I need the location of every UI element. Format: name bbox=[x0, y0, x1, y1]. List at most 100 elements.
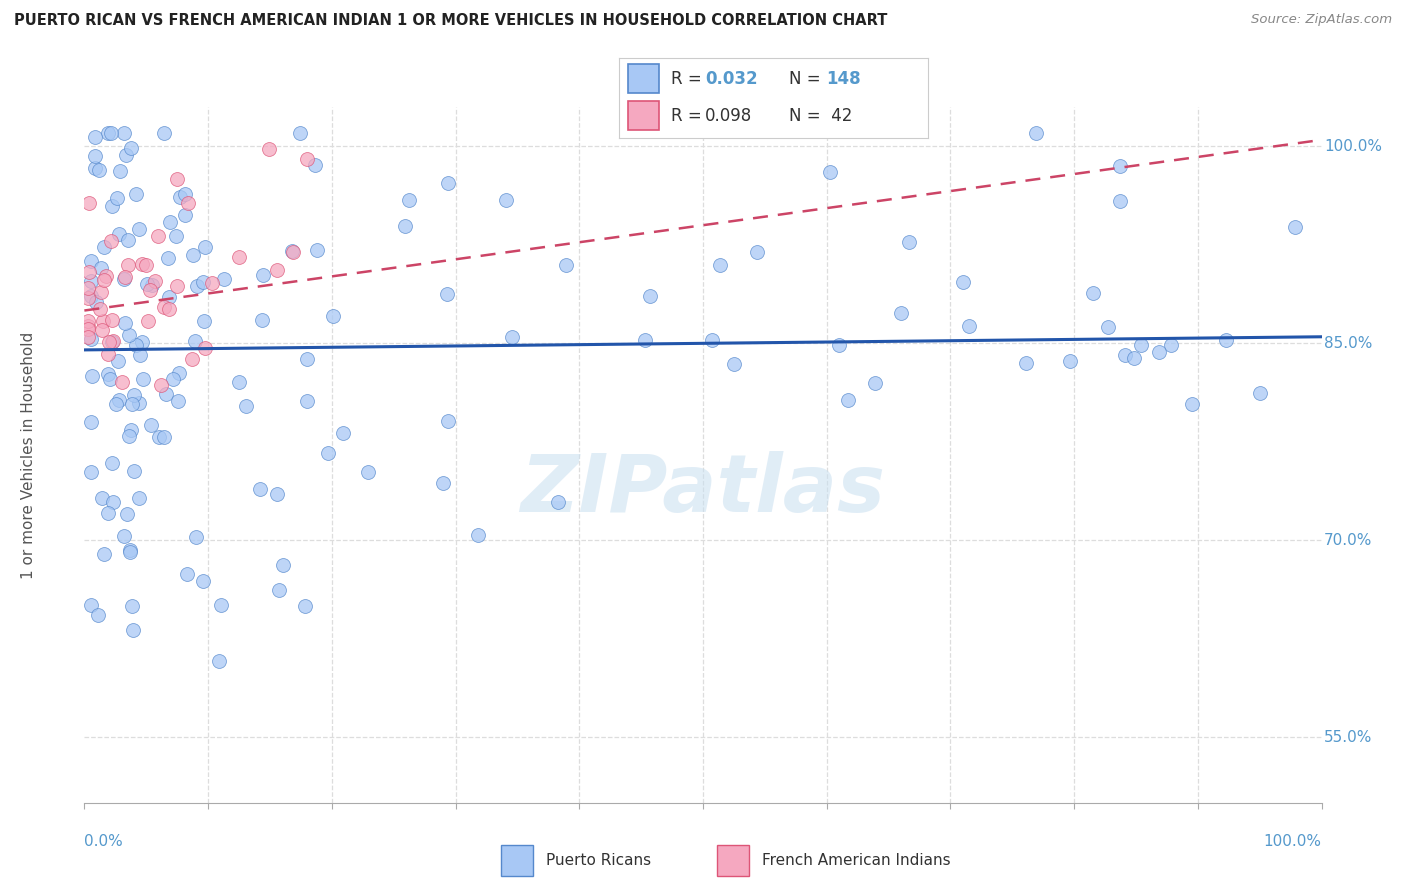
Point bbox=[77, 265, 100, 279]
Point bbox=[112, 126, 135, 140]
Point bbox=[139, 417, 162, 432]
Point bbox=[111, 376, 134, 390]
Point bbox=[128, 396, 150, 410]
Point bbox=[100, 235, 122, 249]
Point bbox=[152, 300, 174, 314]
Point bbox=[162, 371, 184, 385]
Text: 85.0%: 85.0% bbox=[1324, 335, 1372, 351]
Point bbox=[132, 372, 155, 386]
Point bbox=[80, 369, 103, 384]
Point bbox=[97, 334, 120, 349]
Point bbox=[1025, 126, 1047, 140]
Point bbox=[863, 376, 886, 390]
Point bbox=[115, 507, 138, 521]
Point bbox=[143, 273, 166, 287]
Point bbox=[96, 268, 118, 283]
Point bbox=[108, 393, 131, 408]
Point bbox=[257, 142, 280, 156]
Text: 0.032: 0.032 bbox=[706, 70, 758, 87]
Point bbox=[167, 393, 190, 408]
Point bbox=[432, 475, 454, 490]
Text: N =: N = bbox=[789, 70, 825, 87]
Point bbox=[139, 284, 162, 298]
Point bbox=[131, 257, 153, 271]
Point bbox=[332, 426, 354, 441]
Point bbox=[1130, 338, 1153, 352]
Point bbox=[153, 430, 176, 444]
Point bbox=[103, 494, 125, 508]
Point bbox=[93, 547, 115, 561]
Point bbox=[228, 250, 250, 264]
Point bbox=[186, 530, 208, 544]
Point bbox=[125, 187, 148, 202]
Point bbox=[117, 259, 139, 273]
Point bbox=[118, 429, 141, 443]
Point bbox=[501, 330, 523, 344]
Point bbox=[295, 394, 318, 409]
Point bbox=[131, 335, 153, 350]
Point bbox=[77, 281, 100, 295]
Point bbox=[112, 272, 135, 286]
Point bbox=[898, 235, 921, 249]
Point bbox=[77, 329, 100, 343]
Point bbox=[108, 164, 131, 178]
Point bbox=[112, 529, 135, 543]
Text: Source: ZipAtlas.com: Source: ZipAtlas.com bbox=[1251, 13, 1392, 27]
Point bbox=[1114, 348, 1136, 362]
Point bbox=[194, 341, 217, 355]
Point bbox=[100, 456, 122, 470]
Point bbox=[97, 126, 120, 140]
Text: French American Indians: French American Indians bbox=[762, 854, 950, 868]
Point bbox=[121, 599, 143, 613]
Point bbox=[79, 254, 101, 268]
Point bbox=[191, 276, 214, 290]
Point bbox=[281, 244, 304, 258]
Point bbox=[84, 149, 107, 163]
Point bbox=[436, 287, 458, 301]
Point bbox=[467, 528, 489, 542]
Point bbox=[1160, 338, 1182, 352]
Point bbox=[173, 208, 195, 222]
Point bbox=[1122, 351, 1144, 365]
Point bbox=[305, 243, 328, 257]
Point bbox=[103, 334, 125, 348]
Point bbox=[169, 190, 191, 204]
FancyBboxPatch shape bbox=[501, 846, 533, 876]
Point bbox=[155, 386, 177, 401]
Point bbox=[176, 566, 198, 581]
Text: 100.0%: 100.0% bbox=[1264, 834, 1322, 849]
Point bbox=[114, 316, 136, 330]
Point bbox=[79, 466, 101, 480]
Point bbox=[1249, 385, 1271, 400]
Point bbox=[79, 274, 101, 288]
Point bbox=[153, 126, 176, 140]
Point bbox=[90, 323, 112, 337]
Point bbox=[117, 233, 139, 247]
Point bbox=[101, 334, 124, 349]
Point bbox=[318, 446, 340, 460]
Point bbox=[156, 251, 179, 265]
Point bbox=[90, 261, 112, 276]
Point bbox=[166, 171, 188, 186]
Point bbox=[394, 219, 416, 233]
Point bbox=[304, 158, 326, 172]
Point bbox=[107, 227, 129, 242]
Point bbox=[181, 351, 204, 366]
Point bbox=[91, 314, 114, 328]
Point bbox=[745, 244, 768, 259]
FancyBboxPatch shape bbox=[628, 64, 659, 94]
Point bbox=[235, 400, 257, 414]
Point bbox=[146, 229, 169, 244]
Point bbox=[166, 278, 188, 293]
Point bbox=[1015, 355, 1038, 369]
Point bbox=[1147, 345, 1170, 359]
Point bbox=[266, 487, 288, 501]
Point bbox=[437, 414, 460, 428]
Point bbox=[252, 313, 274, 327]
Point bbox=[709, 258, 731, 272]
Point bbox=[1108, 159, 1130, 173]
Point bbox=[97, 506, 120, 520]
Point bbox=[398, 193, 420, 207]
Point bbox=[105, 191, 128, 205]
Point bbox=[1284, 219, 1306, 234]
